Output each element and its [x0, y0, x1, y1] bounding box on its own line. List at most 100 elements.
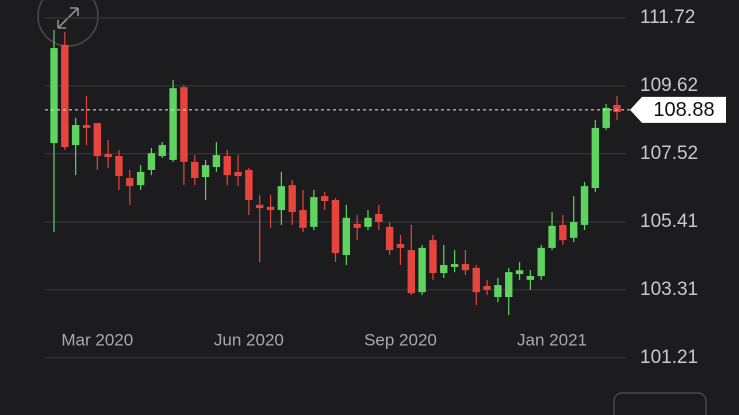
candle-body	[191, 161, 199, 179]
candle-body	[169, 88, 177, 160]
y-tick-label: 107.52	[640, 143, 698, 164]
candle-body	[223, 156, 231, 176]
candle-body	[494, 285, 502, 298]
candle-body	[136, 171, 145, 186]
candle	[180, 84, 188, 186]
candle	[537, 244, 545, 280]
candle	[602, 104, 610, 130]
candle	[450, 250, 459, 273]
y-tick-label: 101.21	[640, 347, 698, 368]
candle-body	[245, 169, 253, 201]
candle-body	[450, 264, 459, 267]
candle-body	[569, 222, 578, 238]
candle	[375, 204, 383, 231]
candle	[569, 196, 578, 243]
candle	[147, 147, 156, 176]
candle-body	[82, 125, 91, 128]
candle-body	[461, 264, 470, 271]
candle	[115, 149, 123, 191]
candle	[93, 123, 102, 170]
candle	[266, 194, 275, 228]
candle-body	[126, 178, 134, 187]
candle	[407, 224, 415, 296]
y-tick-label: 105.41	[640, 211, 698, 232]
candle-body	[353, 223, 361, 228]
candle-body	[104, 154, 112, 158]
candle	[245, 168, 253, 215]
candle	[364, 210, 372, 231]
candle	[201, 159, 210, 201]
candle-body	[613, 104, 621, 113]
candle	[126, 169, 134, 205]
candle	[299, 190, 307, 233]
y-tick-label: 111.72	[640, 7, 695, 28]
last-price-label: 108.88	[653, 99, 714, 121]
candle	[613, 95, 621, 120]
expand-button-ring[interactable]	[37, 0, 99, 47]
expand-button[interactable]	[37, 0, 99, 47]
candle	[396, 234, 405, 266]
candle-body	[256, 204, 264, 209]
candle-body	[537, 247, 545, 277]
candle	[71, 117, 80, 176]
candle-body	[407, 250, 415, 294]
candle	[418, 244, 426, 296]
candle-body	[472, 267, 480, 293]
candle	[158, 142, 166, 158]
candle-body	[277, 186, 286, 211]
candle-body	[115, 156, 123, 177]
candle-body	[61, 44, 69, 148]
candle-body	[320, 196, 329, 201]
candle-body	[147, 153, 156, 170]
candle-body	[364, 217, 372, 227]
candle	[461, 250, 470, 276]
candle	[223, 149, 231, 186]
candle	[104, 139, 112, 169]
candle-body	[375, 213, 383, 223]
y-tick-label: 109.62	[640, 75, 698, 96]
candle	[505, 267, 513, 316]
x-tick-label: Jun 2020	[214, 330, 284, 349]
candle	[342, 204, 351, 266]
candle	[548, 211, 556, 251]
candle-body	[580, 186, 589, 225]
last-price-tag	[630, 96, 726, 123]
x-tick-label: Sep 2020	[364, 330, 437, 349]
candle-body	[548, 225, 556, 248]
candle	[82, 95, 91, 146]
candle	[526, 270, 535, 290]
candle-body	[396, 243, 405, 248]
candle-body	[299, 210, 307, 228]
candle	[515, 262, 524, 280]
candle	[591, 119, 600, 192]
candle	[191, 155, 199, 186]
bottom-button[interactable]	[613, 392, 707, 415]
candle	[331, 198, 340, 263]
candle	[310, 190, 318, 231]
candle-body	[418, 247, 426, 293]
candle	[494, 277, 502, 303]
candle	[234, 155, 242, 187]
candle	[559, 214, 567, 245]
candle-body	[483, 286, 491, 290]
candle-body	[212, 155, 221, 168]
candle-body	[440, 265, 448, 274]
candle	[212, 142, 221, 172]
candle-body	[234, 171, 242, 177]
candle	[440, 244, 448, 278]
candle	[429, 234, 437, 280]
candle	[50, 29, 58, 233]
candle	[320, 191, 329, 211]
candle	[256, 194, 264, 263]
candle-body	[559, 224, 567, 241]
candle	[353, 214, 361, 241]
candle	[169, 80, 177, 162]
candle-body	[158, 145, 166, 157]
candle	[385, 222, 394, 255]
candle-body	[93, 123, 102, 157]
candle-body	[331, 200, 340, 254]
candle-body	[50, 48, 58, 144]
candle-body	[526, 276, 535, 280]
candle-body	[515, 270, 524, 275]
